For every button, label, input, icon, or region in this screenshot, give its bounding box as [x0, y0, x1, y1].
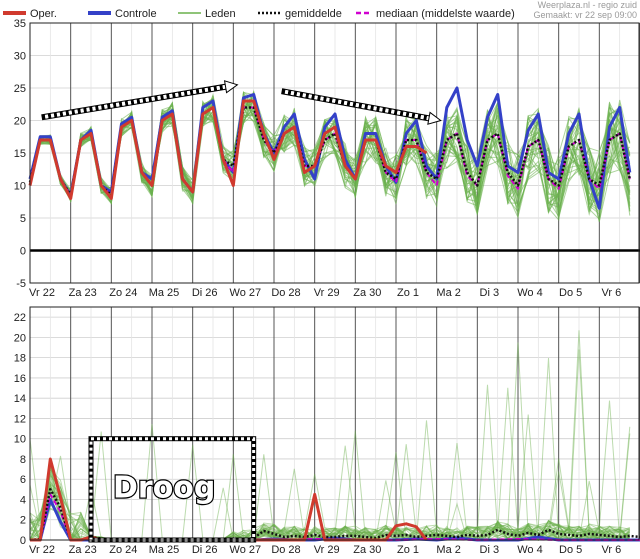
- temperature-panel: -5 0 5 10 15 20 25 30 35 Vr 22 Za 23 Zo 24 Ma 25 Di …: [14, 18, 640, 299]
- y-tick-label: 16: [14, 373, 26, 385]
- x-tick-label: Ma 25: [149, 287, 180, 299]
- x-tick-label: Di 26: [192, 287, 218, 299]
- x-tick-label: Do 5: [559, 544, 582, 556]
- temperature-trend-arrows: [41, 80, 442, 125]
- y-tick-label: 20: [14, 116, 26, 128]
- y-tick-label: 25: [14, 83, 26, 95]
- x-tick-label: Vr 22: [29, 544, 55, 556]
- gemiddelde-line: [28, 106, 632, 197]
- temperature-y-axis: -5 0 5 10 15 20 25 30 35: [14, 18, 26, 290]
- precipitation-frame: [29, 306, 640, 541]
- controle-line: [28, 86, 632, 210]
- x-tick-label: Wo 4: [517, 544, 542, 556]
- x-tick-label: Zo 24: [109, 287, 137, 299]
- x-tick-label: Zo 24: [109, 544, 137, 556]
- trend-arrow-checks-light: [281, 89, 430, 120]
- x-tick-label: Vr 6: [601, 544, 621, 556]
- x-tick-label: Di 26: [192, 544, 218, 556]
- x-tick-label: Za 30: [353, 287, 381, 299]
- y-tick-label: -5: [16, 278, 26, 290]
- precipitation-grid: [29, 307, 640, 541]
- x-tick-label: Ma 2: [436, 287, 460, 299]
- y-tick-label: 10: [14, 181, 26, 193]
- precipitation-panel: Droog 0 2 4 6 8 10 12 14 16 18 20 22 Vr 22 Za 23 Zo 2…: [14, 306, 640, 556]
- y-tick-label: 18: [14, 353, 26, 365]
- x-tick-label: Ma 2: [436, 544, 460, 556]
- y-tick-label: 2: [20, 515, 26, 527]
- x-tick-label: Do 5: [559, 287, 582, 299]
- temperature-series: [28, 86, 632, 210]
- credit-generated: Gemaakt: vr 22 sep 09:00: [533, 10, 637, 20]
- mediaan-line: [30, 493, 640, 541]
- x-tick-label: Ma 25: [149, 544, 180, 556]
- trend-arrow-head: [427, 111, 442, 125]
- y-tick-label: 4: [20, 494, 26, 506]
- x-tick-label: Zo 1: [397, 544, 419, 556]
- y-tick-label: 30: [14, 51, 26, 63]
- trend-arrow-checks: [281, 88, 430, 121]
- y-tick-label: 6: [20, 474, 26, 486]
- x-tick-label: Za 23: [69, 544, 97, 556]
- x-tick-label: Do 28: [271, 544, 300, 556]
- legend-label-gemiddelde: gemiddelde: [285, 8, 342, 20]
- credit-source: Weerplaza.nl - regio zuid: [538, 0, 637, 10]
- ensemble-member-line: [29, 92, 631, 211]
- trend-arrow: [41, 80, 239, 121]
- legend: Oper. Controle Leden gemiddelde mediaan …: [3, 8, 515, 20]
- precipitation-x-axis: Vr 22 Za 23 Zo 24 Ma 25 Di 26 Wo 27 Do 28 Vr 29…: [29, 544, 621, 556]
- dry-period-label: Droog: [113, 470, 215, 505]
- x-tick-label: Za 23: [69, 287, 97, 299]
- x-tick-label: Wo 27: [230, 287, 262, 299]
- oper-line: [28, 99, 428, 200]
- x-tick-label: Vr 29: [314, 544, 340, 556]
- trend-arrow-head: [223, 80, 239, 94]
- y-tick-label: 20: [14, 332, 26, 344]
- trend-arrow-checks-light: [41, 85, 226, 119]
- x-tick-label: Do 28: [271, 287, 300, 299]
- y-tick-label: 14: [14, 393, 26, 405]
- y-tick-label: 15: [14, 148, 26, 160]
- x-tick-label: Zo 1: [397, 287, 419, 299]
- trend-arrow-checks: [41, 84, 226, 120]
- ensemble-member-line: [29, 91, 631, 208]
- y-tick-label: 22: [14, 312, 26, 324]
- gemiddelde-line: [29, 488, 640, 542]
- temperature-frame: [29, 22, 640, 284]
- x-tick-label: Di 3: [480, 544, 500, 556]
- y-tick-label: 12: [14, 413, 26, 425]
- x-tick-label: Wo 4: [517, 287, 542, 299]
- x-tick-label: Za 30: [353, 544, 381, 556]
- legend-label-mediaan: mediaan (middelste waarde): [376, 8, 515, 20]
- x-tick-label: Vr 22: [29, 287, 55, 299]
- legend-label-oper: Oper.: [30, 8, 57, 20]
- temperature-x-axis: Vr 22 Za 23 Zo 24 Ma 25 Di 26 Wo 27 Do 28 Vr 29…: [29, 287, 621, 299]
- legend-label-leden: Leden: [205, 8, 236, 20]
- y-tick-label: 0: [20, 246, 26, 258]
- y-tick-label: 8: [20, 454, 26, 466]
- y-tick-label: 0: [20, 535, 26, 547]
- y-tick-label: 5: [20, 213, 26, 225]
- legend-label-controle: Controle: [115, 8, 157, 20]
- x-tick-label: Wo 27: [230, 544, 262, 556]
- x-tick-label: Vr 6: [601, 287, 621, 299]
- x-tick-label: Di 3: [480, 287, 500, 299]
- precipitation-y-axis: 0 2 4 6 8 10 12 14 16 18 20 22: [14, 312, 26, 547]
- y-tick-label: 10: [14, 434, 26, 446]
- x-tick-label: Vr 29: [314, 287, 340, 299]
- y-tick-label: 35: [14, 18, 26, 30]
- trend-arrow: [281, 88, 442, 125]
